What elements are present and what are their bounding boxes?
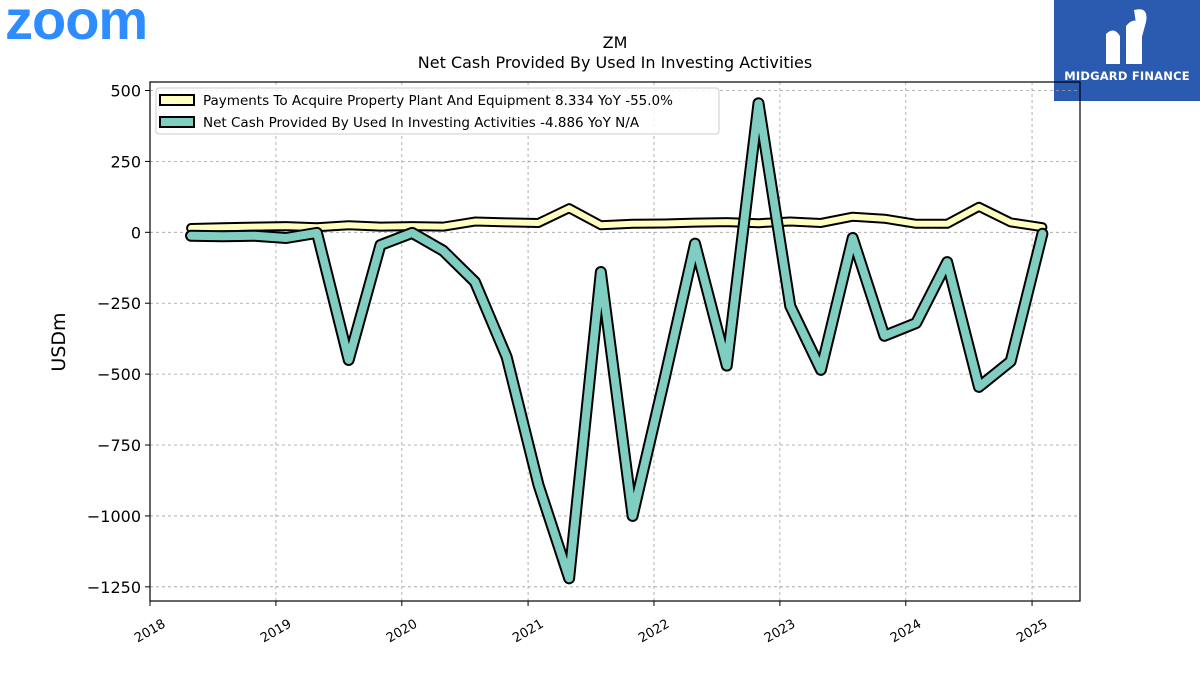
x-tick-label: 2022 <box>636 617 672 647</box>
midgard-finance-wordmark: MIDGARD FINANCE <box>1064 69 1190 83</box>
axes: 500 250 0 −250 −500 −750 −1000 −1250 2018 2019 202… <box>87 82 1051 647</box>
chart-subtitle: Net Cash Provided By Used In Investing A… <box>418 53 812 72</box>
y-tick-label: −500 <box>97 365 141 384</box>
x-tick-label: 2020 <box>384 617 420 647</box>
zoom-logo: zoom <box>5 0 148 51</box>
y-tick-label: −250 <box>97 294 141 313</box>
legend-box <box>155 87 720 135</box>
grid <box>149 82 1080 601</box>
legend-label: Net Cash Provided By Used In Investing A… <box>203 115 640 131</box>
x-tick-label: 2025 <box>1014 617 1050 647</box>
y-tick-label: 500 <box>110 82 141 101</box>
midgard-emblem-icon <box>1106 9 1147 65</box>
y-tick-label: 0 <box>131 223 141 242</box>
chart-title: ZM <box>603 33 628 52</box>
y-tick-label: −750 <box>97 436 141 455</box>
x-tick-label: 2024 <box>888 617 924 647</box>
midgard-finance-logo: MIDGARD FINANCE <box>1054 0 1200 101</box>
y-tick-label: −1000 <box>87 507 141 526</box>
x-tick-label: 2021 <box>510 617 546 647</box>
legend-label: Payments To Acquire Property Plant And E… <box>203 93 673 109</box>
plot-frame <box>149 81 1081 602</box>
x-tick-label: 2023 <box>762 617 798 647</box>
x-tick-label: 2018 <box>132 617 168 647</box>
y-tick-label: 250 <box>110 152 141 171</box>
y-tick-label: −1250 <box>87 578 141 597</box>
legend-swatch <box>159 116 195 128</box>
legend: Payments To Acquire Property Plant And E… <box>155 87 720 135</box>
series-line <box>187 99 1047 583</box>
series-line <box>188 203 1046 232</box>
series-lines <box>185 97 1049 585</box>
series-line-outline <box>185 97 1049 585</box>
x-tick-label: 2019 <box>258 617 294 647</box>
y-axis-label: USDm <box>48 312 70 371</box>
legend-swatch <box>159 94 195 106</box>
